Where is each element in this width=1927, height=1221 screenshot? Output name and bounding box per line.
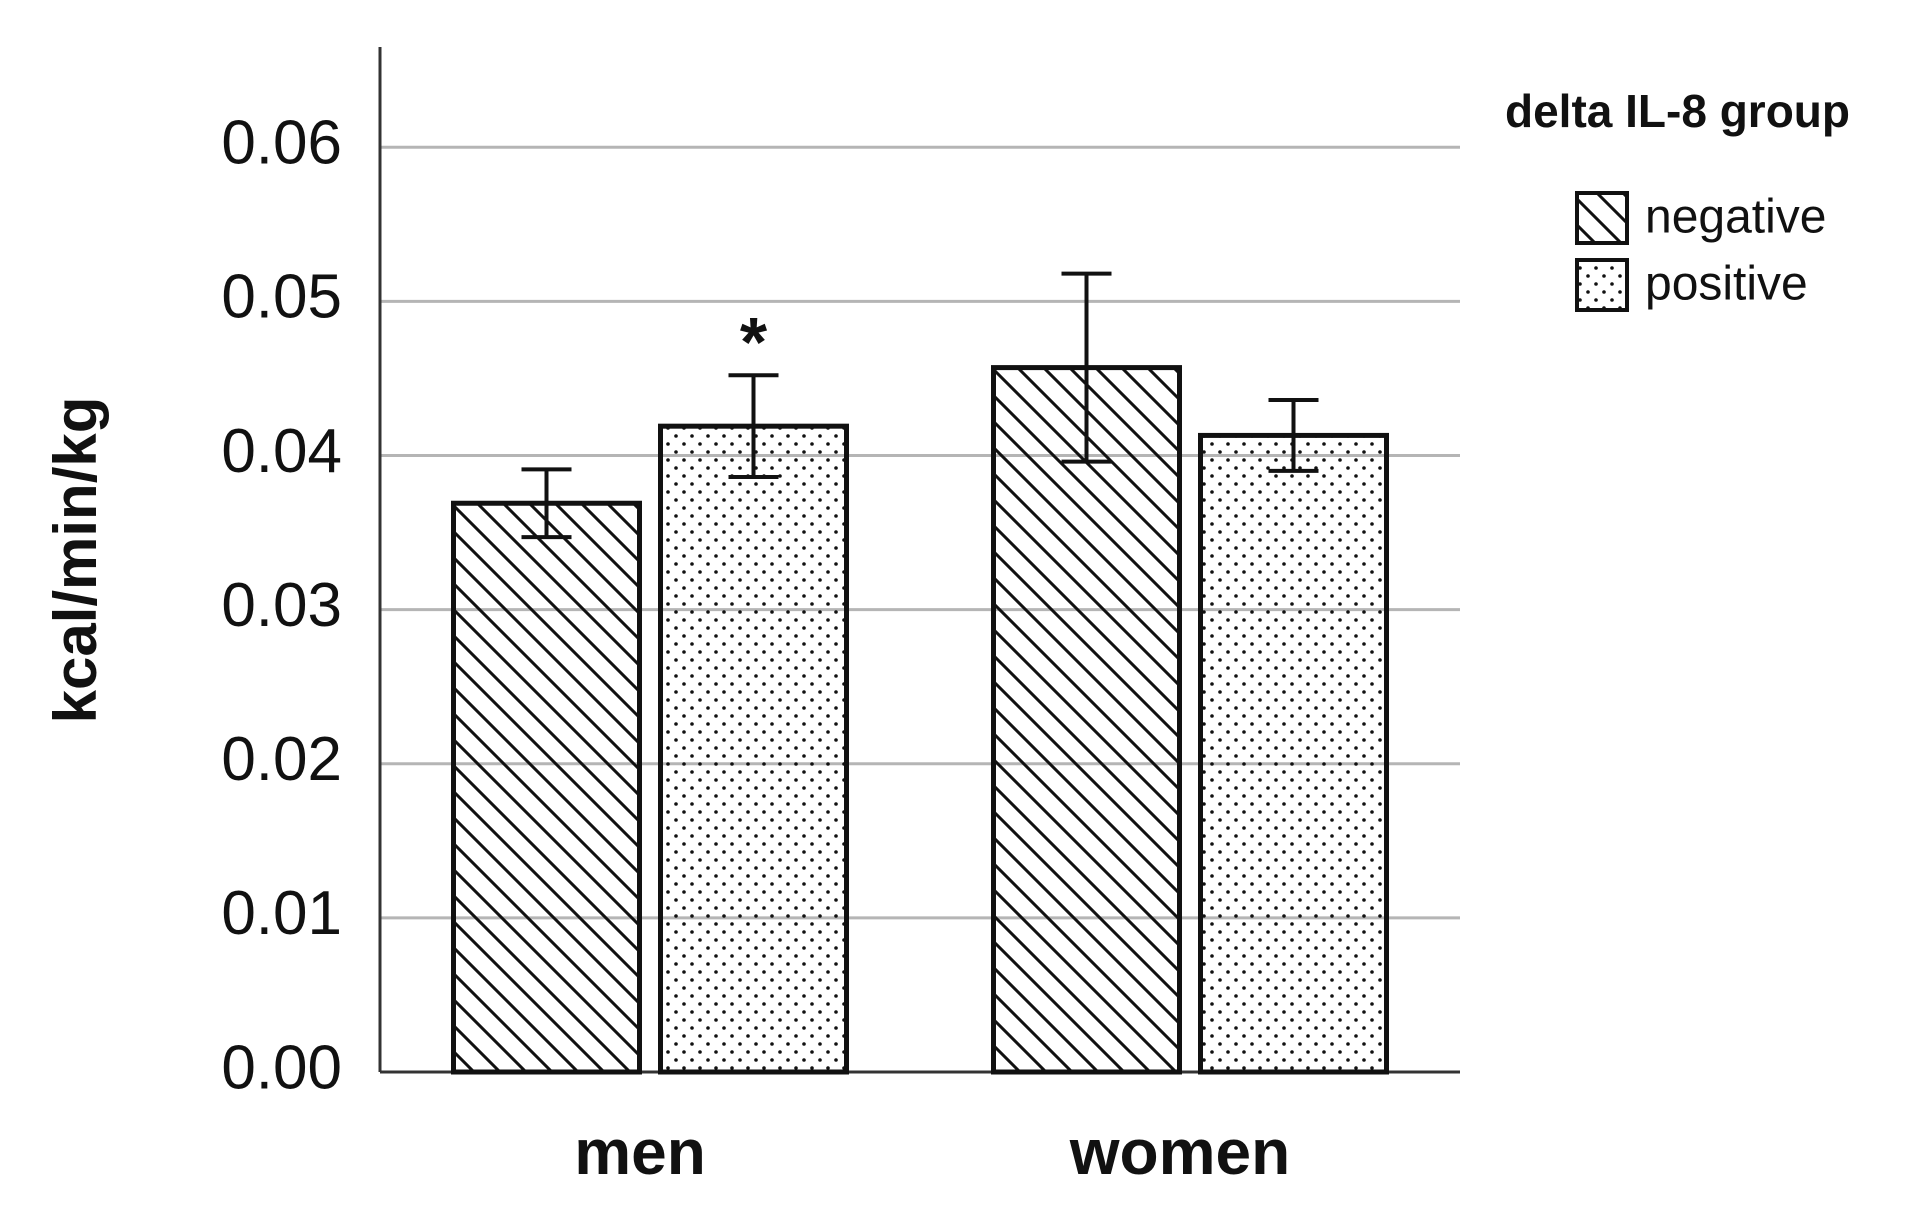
y-tick-label: 0.02	[221, 725, 342, 794]
legend-swatch	[1575, 258, 1629, 312]
y-tick-label: 0.05	[221, 263, 342, 332]
annotation: *	[740, 303, 768, 381]
bar	[1198, 432, 1389, 1075]
y-tick-label: 0.06	[221, 109, 342, 178]
bar	[658, 423, 849, 1075]
x-tick-label: women	[1069, 1116, 1290, 1188]
y-axis-label: kcal/min/kg	[42, 397, 109, 724]
y-tick-label: 0.00	[221, 1033, 342, 1102]
y-tick-label: 0.01	[221, 879, 342, 948]
bar	[991, 365, 1182, 1075]
legend-label: positive	[1645, 258, 1808, 311]
y-tick-label: 0.03	[221, 571, 342, 640]
x-tick-label: men	[574, 1116, 706, 1188]
bar	[451, 500, 642, 1075]
legend-title: delta IL-8 group	[1505, 85, 1850, 137]
legend-swatch	[1575, 191, 1629, 245]
y-tick-label: 0.04	[221, 417, 342, 486]
legend-label: negative	[1645, 191, 1826, 244]
